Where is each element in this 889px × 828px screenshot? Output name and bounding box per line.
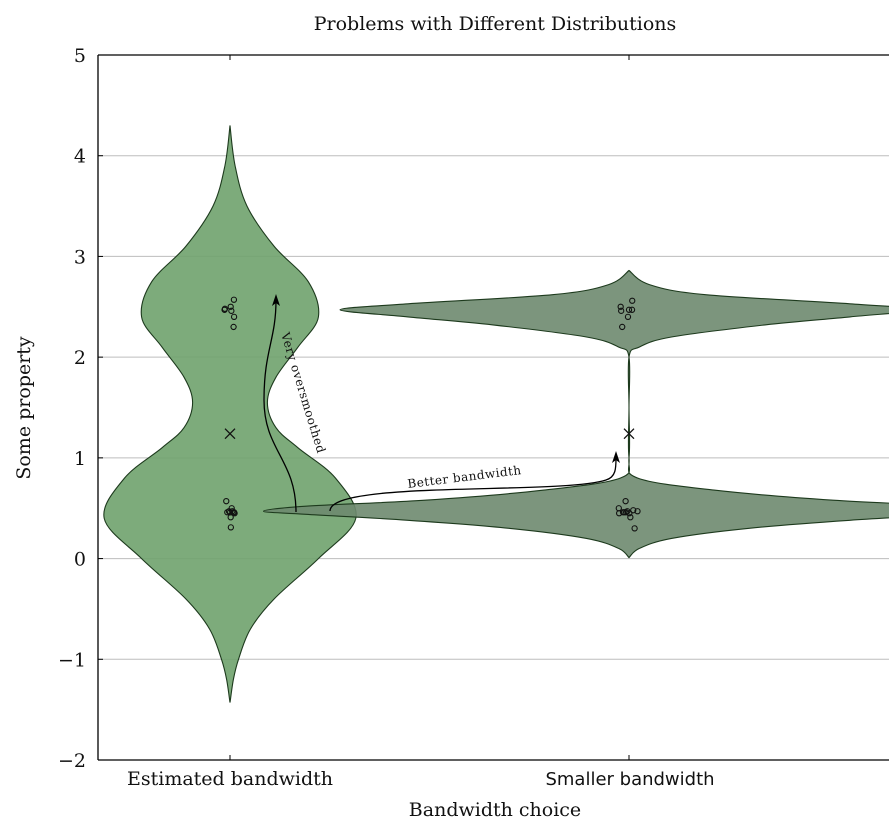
y-tick-label: 3 <box>74 246 86 268</box>
annotation-better-bandwidth: Better bandwidth <box>407 463 523 491</box>
x-axis-label: Bandwidth choice <box>409 799 581 821</box>
data-point <box>624 313 632 321</box>
y-tick-label: 4 <box>74 146 86 168</box>
tick-marks <box>98 54 630 761</box>
violin-body <box>262 269 889 559</box>
y-tick-label: −1 <box>58 649 86 671</box>
data-point <box>227 524 234 531</box>
data-point <box>227 514 234 521</box>
annotation-arrows <box>263 299 617 513</box>
y-tick-label: −2 <box>58 750 86 772</box>
y-tick-labels: −2 −1 0 1 2 3 4 5 <box>58 45 86 772</box>
oversmoothed-arrow <box>263 299 297 513</box>
y-tick-label: 5 <box>74 45 86 67</box>
better-bandwidth-arrow <box>329 457 617 512</box>
data-point <box>630 507 637 514</box>
data-point <box>627 514 634 521</box>
data-point <box>221 305 229 312</box>
data-point <box>634 508 641 515</box>
better-bandwidth-arrowhead <box>612 451 620 463</box>
oversmoothed-arrowhead <box>272 294 280 306</box>
data-point <box>231 510 238 517</box>
data-point <box>626 510 633 517</box>
chart-title: Problems with Different Distributions <box>314 13 677 35</box>
data-point <box>227 303 234 310</box>
data-point <box>223 498 230 505</box>
violins <box>103 125 889 703</box>
axes-frame <box>97 54 889 761</box>
data-point <box>228 307 235 314</box>
data-point <box>625 306 633 313</box>
data-point <box>230 323 237 331</box>
data-point <box>618 307 625 314</box>
y-tick-label: 2 <box>74 347 86 369</box>
data-point <box>230 296 238 303</box>
annotation-very-oversmoothed: Very oversmoothed <box>278 330 328 455</box>
data-point <box>622 498 629 505</box>
data-point <box>622 509 630 516</box>
data-point <box>629 297 636 304</box>
violin-body <box>103 125 357 703</box>
violin-smaller-bandwidth <box>262 269 889 559</box>
mean-marker <box>224 428 236 440</box>
data-point <box>628 306 636 313</box>
mean-marker <box>623 428 635 440</box>
data-point <box>230 313 238 321</box>
data-point <box>631 525 638 532</box>
violin-estimated-bandwidth <box>103 125 357 703</box>
y-axis-label: Some property <box>13 336 35 480</box>
y-tick-label: 1 <box>74 448 86 470</box>
y-tick-label: 0 <box>74 549 86 571</box>
x-tick-label-estimated: Estimated bandwidth <box>127 768 333 790</box>
data-point <box>617 303 624 310</box>
x-tick-label-smaller: Smaller bandwidth <box>545 769 714 790</box>
arrowheads <box>272 294 620 463</box>
data-point <box>619 323 626 331</box>
